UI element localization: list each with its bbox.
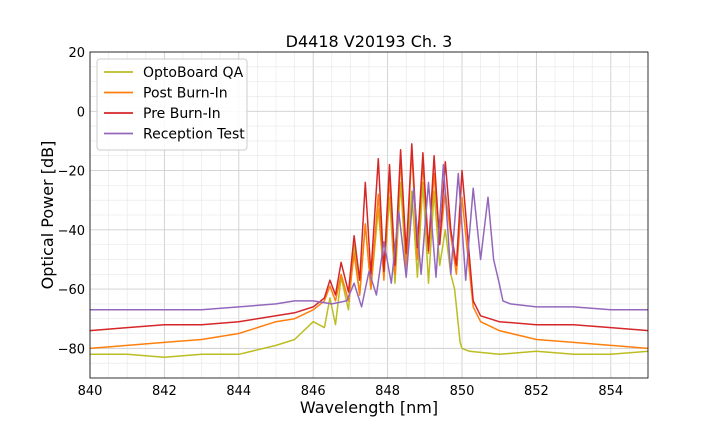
x-tick-label: 840 [78,384,103,399]
y-tick-label: −40 [58,224,85,239]
x-tick-label: 842 [152,384,177,399]
x-tick-label: 854 [598,384,623,399]
chart-title: D4418 V20193 Ch. 3 [286,32,453,51]
series-lines [89,143,649,359]
legend-label: OptoBoard QA [143,65,244,81]
y-tick-label: −80 [58,342,85,357]
x-tick-label: 848 [375,384,400,399]
x-axis-ticks: 840 842 844 846 848 850 852 854 [78,384,624,399]
x-tick-label: 850 [450,384,475,399]
y-tick-label: 20 [68,46,85,61]
y-tick-label: 0 [77,105,85,120]
plot-frame [89,51,649,379]
y-axis-ticks: 20 0 −20 −40 −60 −80 [58,46,85,357]
x-axis-label: Wavelength [nm] [300,398,438,417]
y-axis-label: Optical Power [dB] [38,141,57,290]
series-line-3 [90,163,648,311]
x-tick-label: 844 [226,384,251,399]
y-tick-label: −60 [58,283,85,298]
series-line-2 [89,143,649,332]
legend-label: Reception Test [143,127,245,143]
series-line-0 [90,181,649,359]
legend-box [96,58,248,151]
y-tick-label: −20 [58,165,85,180]
legend: OptoBoard QA Post Burn-In Pre Burn-In Recep… [96,58,248,151]
series-line-1 [89,149,649,350]
x-tick-label: 852 [524,384,549,399]
legend-label: Post Burn-In [143,86,228,102]
x-tick-label: 846 [301,384,326,399]
legend-label: Pre Burn-In [143,106,221,122]
